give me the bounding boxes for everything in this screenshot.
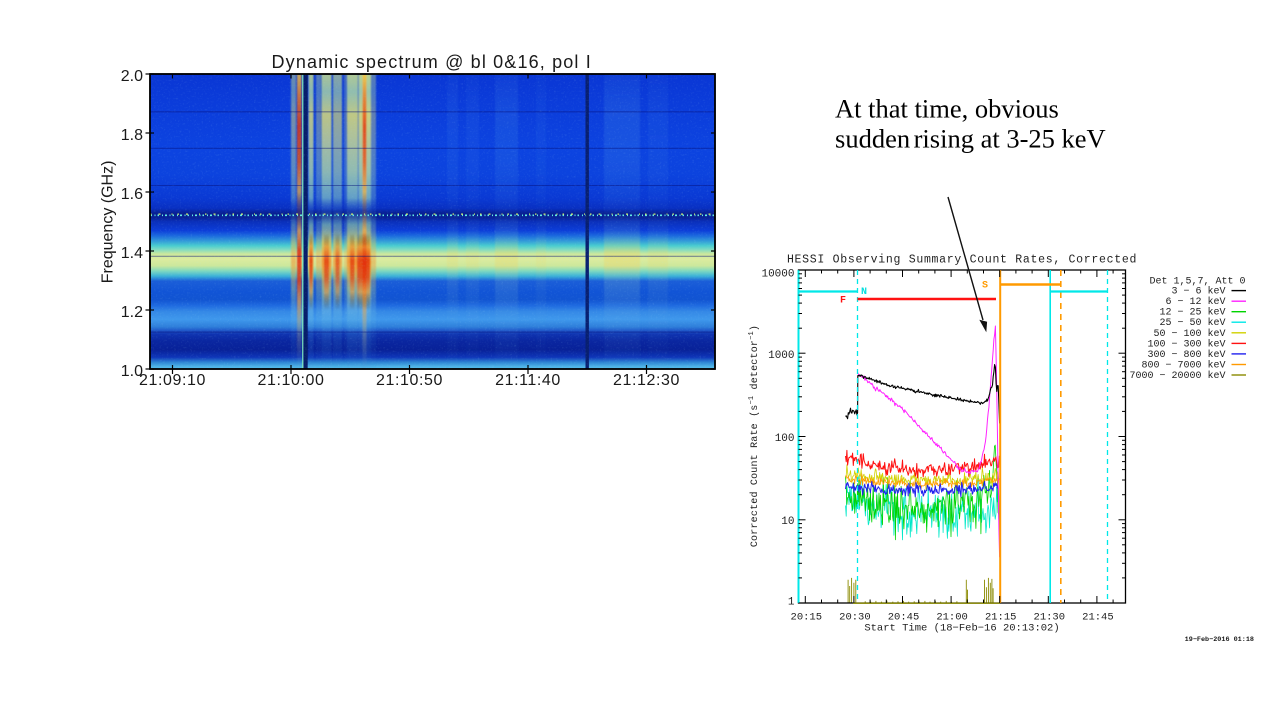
svg-text:2.0: 2.0 [121,68,143,85]
svg-text:21:30: 21:30 [1034,612,1066,624]
svg-text:21:10:00: 21:10:00 [258,372,325,389]
svg-text:21:10:50: 21:10:50 [376,372,443,389]
svg-text:21:11:40: 21:11:40 [495,372,561,389]
svg-text:1.0: 1.0 [121,363,143,380]
svg-text:Det 1,5,7, Att 0: Det 1,5,7, Att 0 [1149,277,1245,288]
svg-text:3 − 6 keV: 3 − 6 keV [1171,286,1225,298]
svg-text:Dynamic spectrum @ bl 0&16, po: Dynamic spectrum @ bl 0&16, pol I [272,52,592,72]
svg-text:21:12:30: 21:12:30 [613,372,680,389]
svg-text:1.4: 1.4 [121,245,143,262]
svg-text:100: 100 [775,433,795,445]
svg-text:20:45: 20:45 [888,612,920,624]
svg-text:1: 1 [788,597,795,609]
svg-text:21:09:10: 21:09:10 [139,372,206,389]
svg-text:800 − 7000 keV: 800 − 7000 keV [1141,360,1225,372]
svg-text:1.2: 1.2 [121,304,143,321]
svg-text:25 − 50 keV: 25 − 50 keV [1159,317,1225,329]
svg-text:21:45: 21:45 [1082,612,1114,624]
svg-text:At that time, obvious: At that time, obvious [835,94,1059,124]
svg-text:S: S [982,281,988,292]
svg-text:100 − 300 keV: 100 − 300 keV [1147,338,1225,350]
svg-text:7000 − 20000 keV: 7000 − 20000 keV [1129,370,1225,382]
svg-text:12 − 25 keV: 12 − 25 keV [1159,307,1225,319]
svg-text:300 − 800 keV: 300 − 800 keV [1147,349,1225,361]
svg-text:10: 10 [781,516,794,528]
svg-text:21:15: 21:15 [985,612,1017,624]
svg-text:1000: 1000 [768,350,794,362]
svg-text:N: N [861,287,867,298]
svg-text:19−Feb−2016 01:18: 19−Feb−2016 01:18 [1185,636,1254,644]
svg-text:Start Time (18−Feb−16 20:13:02: Start Time (18−Feb−16 20:13:02) [864,623,1059,635]
svg-text:1.6: 1.6 [121,186,143,203]
svg-text:50 − 100 keV: 50 − 100 keV [1153,328,1225,340]
svg-text:20:30: 20:30 [839,612,871,624]
svg-text:F: F [840,296,846,307]
svg-text:Corrected Count Rate (s−1 dete: Corrected Count Rate (s−1 detector−1) [748,325,761,547]
svg-text:Frequency (GHz): Frequency (GHz) [100,161,117,284]
svg-text:10000: 10000 [761,269,794,281]
svg-text:1.8: 1.8 [121,127,143,144]
svg-text:21:00: 21:00 [936,612,968,624]
svg-text:HESSI Observing Summary Count: HESSI Observing Summary Count Rates, Cor… [787,254,1137,267]
svg-text:20:15: 20:15 [791,612,823,624]
svg-text:6 − 12 keV: 6 − 12 keV [1165,296,1225,308]
